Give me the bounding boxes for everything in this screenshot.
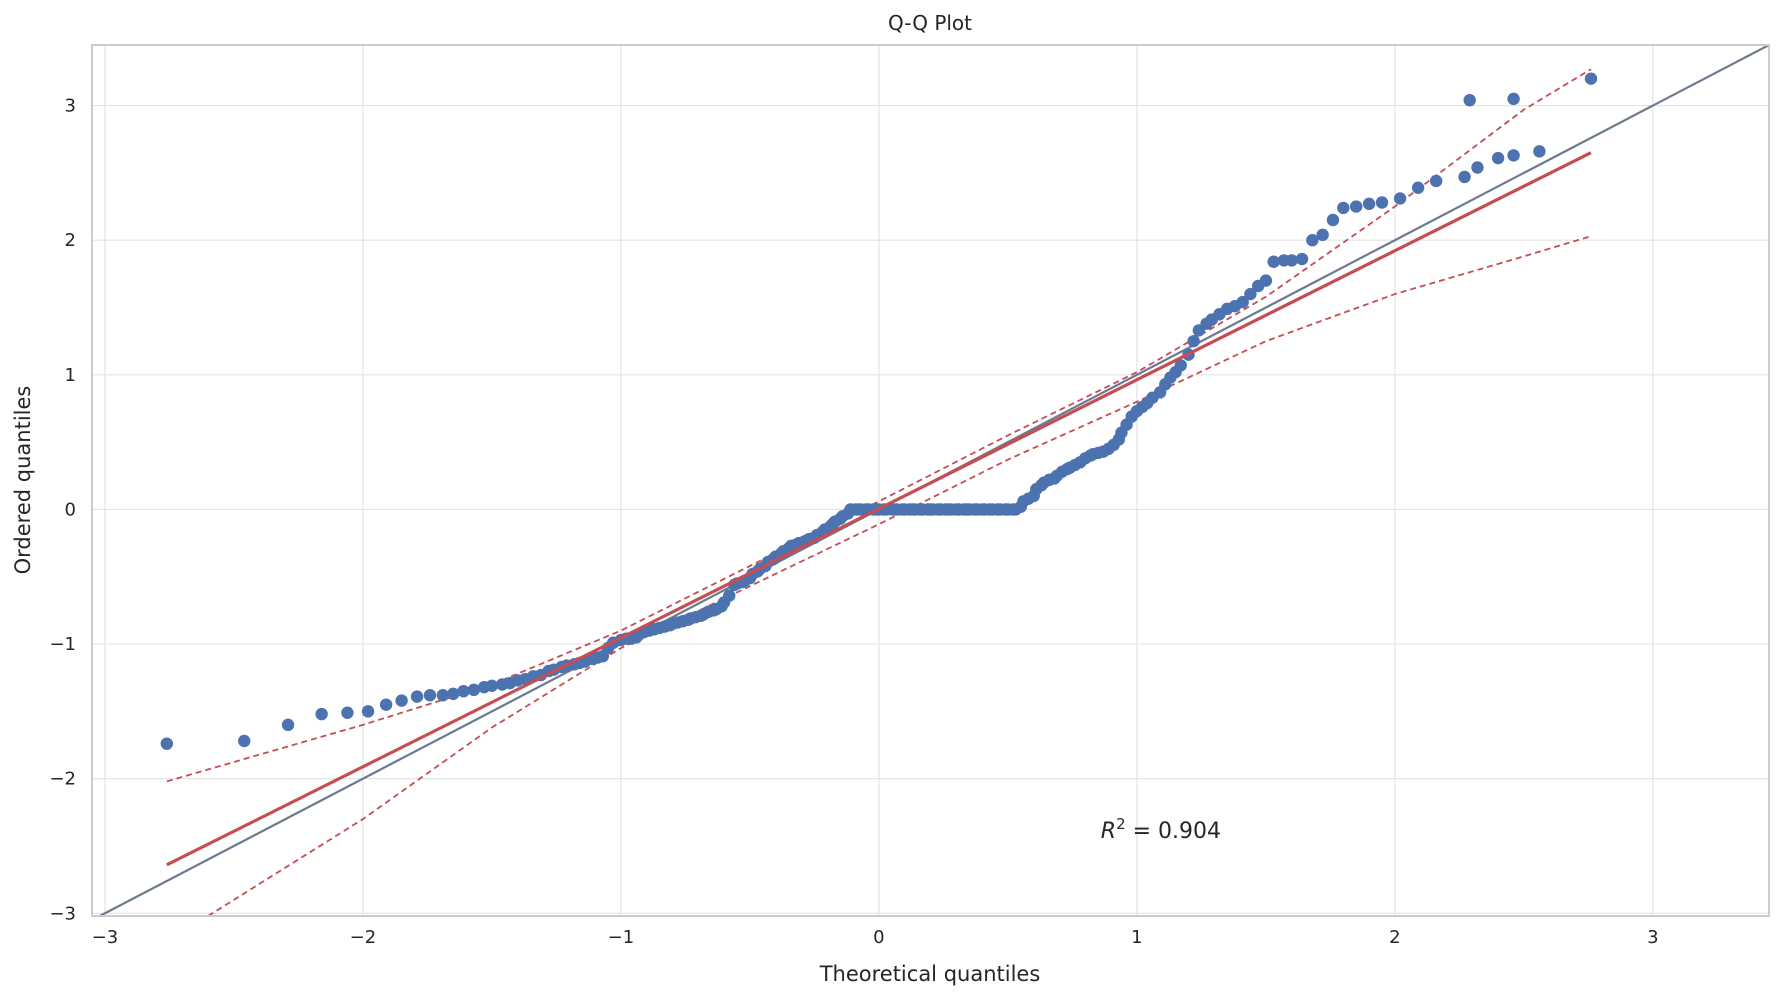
data-point — [1236, 295, 1249, 309]
data-point — [238, 734, 251, 748]
x-tick-label: −3 — [92, 927, 119, 948]
data-point — [1393, 192, 1407, 205]
x-tick-label: 1 — [1131, 927, 1142, 948]
confidence-band-lower — [207, 235, 1592, 916]
y-tick-label: −2 — [49, 769, 76, 790]
data-point — [1362, 197, 1376, 211]
data-points — [160, 72, 1598, 750]
x-tick-labels: −3 −2 −1 0 1 2 3 — [92, 927, 1659, 948]
data-point — [395, 694, 408, 707]
data-point — [341, 706, 354, 719]
x-tick-label: −1 — [608, 927, 635, 948]
data-point — [1411, 181, 1425, 194]
x-tick-label: 3 — [1647, 927, 1658, 948]
y-tick-label: −1 — [49, 634, 76, 655]
x-axis-label: Theoretical quantiles — [819, 962, 1041, 986]
y-tick-label: −3 — [49, 903, 76, 924]
y-axis-label: Ordered quantiles — [11, 386, 35, 575]
data-point — [1295, 252, 1309, 266]
data-point — [436, 689, 450, 702]
data-point — [467, 683, 481, 697]
data-point — [1174, 359, 1187, 372]
data-point — [1471, 161, 1484, 174]
data-point — [1306, 234, 1319, 247]
data-point — [379, 698, 393, 711]
data-point — [315, 707, 328, 721]
r-squared-value: = 0.904 — [1126, 819, 1221, 844]
plot-frame — [91, 44, 1770, 917]
r-squared-symbol: R — [1101, 819, 1116, 844]
r-squared-annotation: R2 = 0.904 — [1101, 815, 1221, 844]
data-point — [1533, 145, 1546, 158]
data-point — [1244, 287, 1257, 301]
data-point — [457, 684, 470, 698]
data-point — [1285, 254, 1298, 267]
data-point — [485, 679, 499, 692]
y-tick-labels: −3 −2 −1 0 1 2 3 — [49, 96, 76, 925]
data-point — [1458, 170, 1471, 184]
y-tick-label: 3 — [65, 96, 76, 117]
data-point — [723, 589, 736, 602]
data-point — [423, 689, 437, 702]
confidence-band-upper — [166, 68, 1592, 783]
data-point — [447, 687, 460, 701]
data-point — [1267, 255, 1280, 268]
x-tick-label: 2 — [1389, 927, 1400, 948]
data-point — [1507, 149, 1520, 162]
data-point — [160, 737, 174, 750]
data-point — [1584, 72, 1598, 85]
data-point — [1507, 92, 1520, 106]
data-point — [410, 690, 424, 703]
y-tick-label: 2 — [65, 230, 76, 251]
data-point — [1429, 174, 1443, 188]
data-point — [1463, 93, 1476, 107]
data-point — [361, 705, 375, 718]
data-point — [1316, 228, 1329, 242]
data-point — [1187, 334, 1200, 348]
x-tick-label: 0 — [873, 927, 884, 948]
data-point — [1375, 196, 1389, 209]
data-point — [1326, 213, 1340, 227]
fit-line — [166, 151, 1592, 867]
y-tick-label: 0 — [65, 499, 76, 520]
data-point — [1491, 151, 1505, 165]
x-tick-label: −2 — [350, 927, 377, 948]
r-squared-exponent: 2 — [1116, 815, 1126, 833]
chart-title: Q-Q Plot — [888, 11, 972, 35]
data-point — [1259, 274, 1273, 287]
data-point — [1337, 201, 1350, 215]
data-point — [281, 718, 295, 732]
y-tick-label: 1 — [65, 365, 76, 386]
data-point — [1350, 200, 1363, 213]
